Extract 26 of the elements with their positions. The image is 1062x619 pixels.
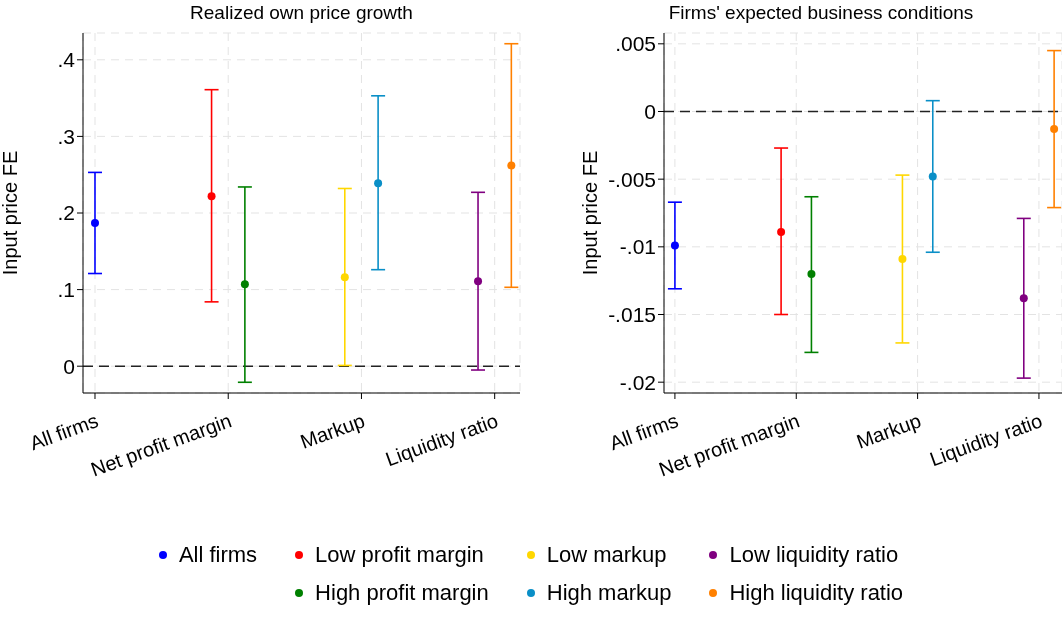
legend-label: High liquidity ratio (729, 580, 904, 606)
y-tick-label: .3 (57, 124, 75, 148)
chart-title: Realized own price growth (189, 2, 414, 24)
x-tick-label: Markup (297, 409, 368, 453)
y-tick-label: -.02 (619, 370, 656, 394)
legend-label: High markup (546, 580, 672, 606)
legend-label: All firms (178, 542, 258, 568)
y-tick-label: 0 (63, 354, 75, 378)
y-tick-label: .1 (57, 278, 75, 302)
y-tick-label: -.01 (619, 235, 656, 259)
x-tick-label: Markup (853, 409, 924, 453)
y-tick-label: -.015 (608, 302, 656, 326)
x-tick-label: All firms (26, 409, 102, 455)
y-tick-label: 0 (644, 99, 656, 123)
legend-label: Low profit margin (315, 542, 484, 568)
chart-title: Firms' expected business conditions (667, 2, 975, 24)
legend-label: High profit margin (315, 580, 489, 606)
y-tick-label: .005 (615, 32, 656, 56)
legend-label: Low liquidity ratio (729, 542, 899, 568)
legend-label: Low markup (546, 542, 667, 568)
y-tick-label: -.005 (608, 167, 656, 191)
y-tick-label: .2 (57, 201, 75, 225)
y-axis-title: Input price FE (579, 150, 602, 276)
x-tick-label: All firms (606, 409, 682, 455)
y-axis-title: Input price FE (0, 150, 22, 276)
y-tick-label: .4 (57, 48, 76, 72)
